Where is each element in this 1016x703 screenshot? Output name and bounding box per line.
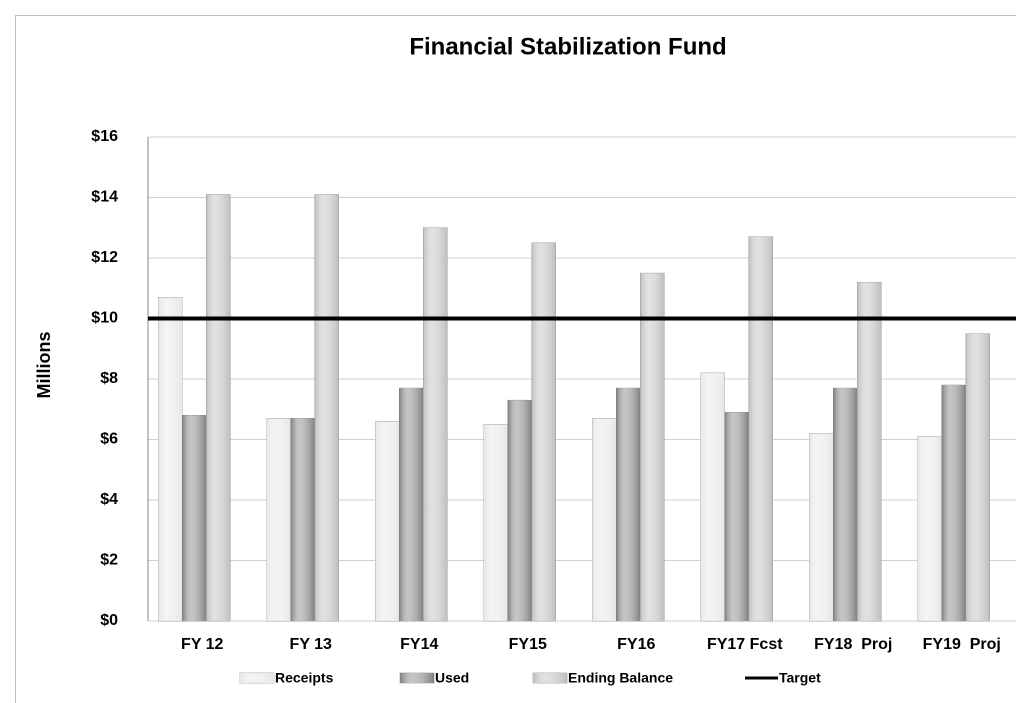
legend-swatch-shine — [400, 673, 434, 683]
bar-shine — [399, 388, 424, 621]
legend-swatch-shine — [533, 673, 567, 683]
x-tick-label: FY 13 — [290, 636, 333, 653]
y-tick-label: $10 — [91, 310, 118, 327]
bar-shine — [507, 400, 532, 621]
bar-shine — [700, 372, 725, 621]
bar-shine — [206, 194, 231, 621]
x-tick-label: FY14 — [400, 636, 438, 653]
x-tick-label: FY15 — [509, 636, 547, 653]
y-tick-label: $4 — [100, 491, 118, 508]
bar-shine — [314, 194, 339, 621]
bar-shine — [857, 282, 882, 621]
chart-title: Financial Stabilization Fund — [409, 33, 726, 60]
y-tick-label: $0 — [100, 612, 118, 629]
bar-shine — [833, 388, 858, 621]
x-tick-label: FY16 — [617, 636, 655, 653]
legend-label: Receipts — [275, 670, 334, 686]
y-axis-label: Millions — [34, 332, 54, 399]
bar-shine — [531, 242, 556, 621]
bar-shine — [375, 421, 400, 621]
y-tick-label: $6 — [100, 431, 118, 448]
bar-shine — [423, 227, 448, 621]
x-tick-label: FY 12 — [181, 636, 224, 653]
legend-swatch-shine — [240, 673, 274, 683]
bar-shine — [724, 412, 749, 621]
bar-shine — [809, 433, 834, 621]
bar-shine — [158, 297, 183, 621]
bar-shine — [640, 273, 665, 621]
y-tick-label: $2 — [100, 552, 118, 569]
bar-shine — [182, 415, 207, 621]
bar-shine — [592, 418, 617, 621]
y-tick-label: $8 — [100, 370, 118, 387]
legend-label: Target — [779, 670, 821, 686]
y-tick-label: $16 — [91, 128, 118, 145]
bar-shine — [965, 333, 990, 621]
bar-shine — [941, 385, 966, 621]
bar-shine — [290, 418, 315, 621]
y-tick-label: $12 — [91, 249, 118, 266]
bar-shine — [616, 388, 641, 621]
chart-border — [15, 15, 1016, 703]
x-tick-label: FY19 Proj — [923, 636, 1001, 653]
bar-shine — [483, 424, 508, 621]
bar-shine — [266, 418, 291, 621]
bar-shine — [917, 436, 942, 621]
legend-label: Used — [435, 670, 469, 686]
x-tick-label: FY17 Fcst — [707, 636, 783, 653]
legend-label: Ending Balance — [568, 670, 673, 686]
bar-shine — [748, 236, 773, 621]
y-tick-label: $14 — [91, 189, 118, 206]
x-tick-label: FY18 Proj — [814, 636, 892, 653]
